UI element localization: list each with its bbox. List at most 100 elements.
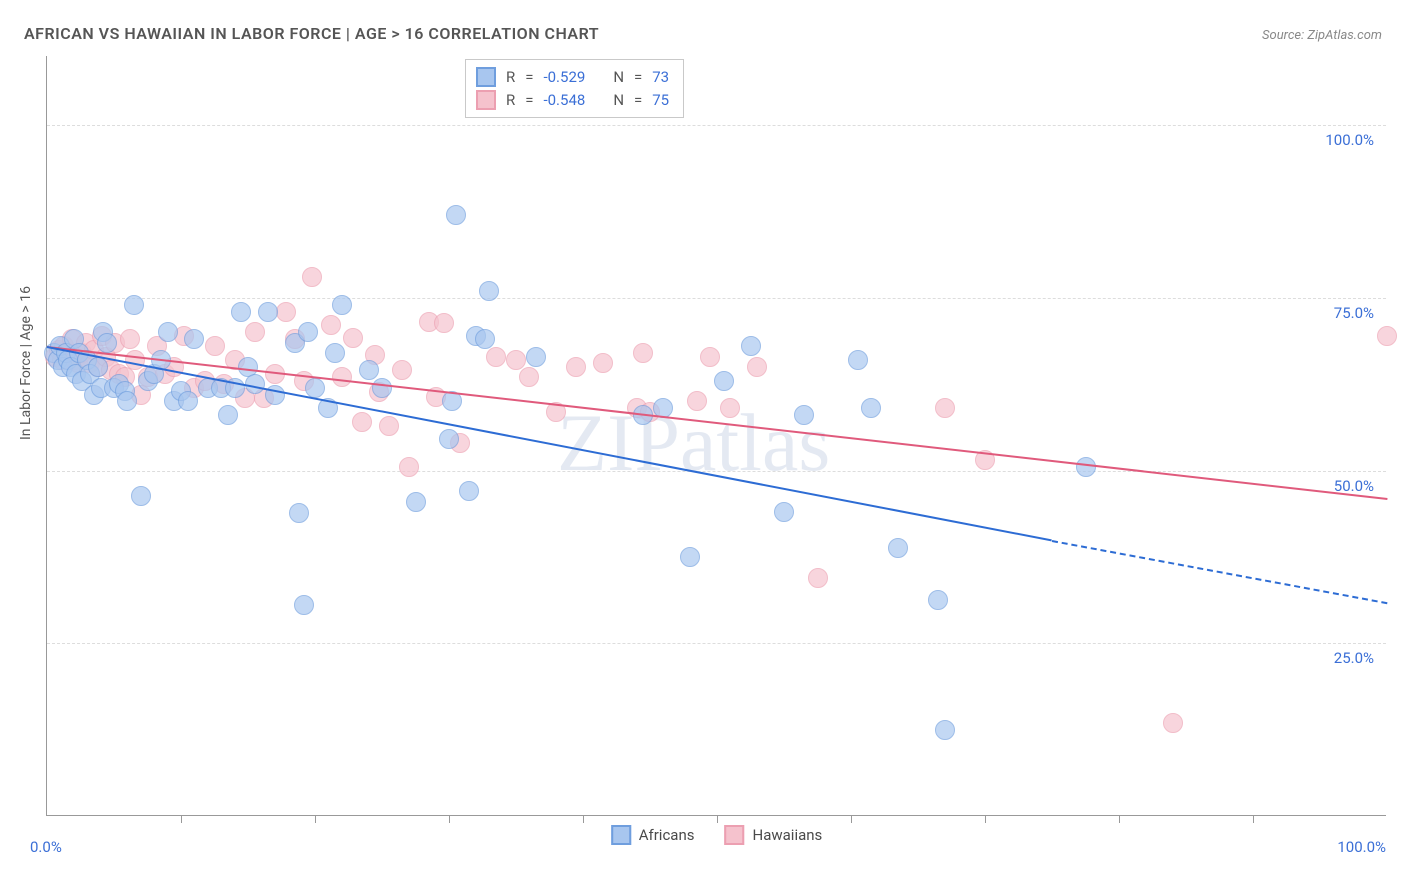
x-tick-mark (583, 815, 584, 823)
scatter-point-africans (294, 595, 314, 615)
scatter-point-hawaiians (720, 398, 740, 418)
gridline (47, 643, 1386, 644)
scatter-point-africans (131, 486, 151, 506)
x-tick-mark (1253, 815, 1254, 823)
scatter-point-africans (774, 502, 794, 522)
scatter-point-africans (475, 329, 495, 349)
stat-r-label: R (506, 66, 515, 89)
scatter-point-africans (298, 322, 318, 342)
scatter-point-hawaiians (332, 367, 352, 387)
scatter-point-hawaiians (700, 347, 720, 367)
scatter-point-hawaiians (125, 350, 145, 370)
y-axis-label: In Labor Force | Age > 16 (18, 286, 34, 440)
scatter-point-africans (888, 538, 908, 558)
scatter-point-africans (97, 333, 117, 353)
chart-plot-area: ZIPatlas R = -0.529 N = 73 R = -0.548 N … (46, 56, 1386, 816)
scatter-point-hawaiians (321, 315, 341, 335)
source-attribution: Source: ZipAtlas.com (1262, 28, 1382, 43)
scatter-point-africans (158, 322, 178, 342)
scatter-point-africans (305, 378, 325, 398)
equals-icon: = (525, 89, 533, 112)
scatter-point-africans (741, 336, 761, 356)
scatter-point-hawaiians (506, 350, 526, 370)
scatter-point-hawaiians (1377, 326, 1397, 346)
x-tick-mark (181, 815, 182, 823)
scatter-point-hawaiians (276, 302, 296, 322)
scatter-point-africans (935, 720, 955, 740)
scatter-point-hawaiians (120, 329, 140, 349)
scatter-point-hawaiians (379, 416, 399, 436)
scatter-point-africans (459, 481, 479, 501)
scatter-point-hawaiians (1163, 713, 1183, 733)
gridline (47, 471, 1386, 472)
y-tick-label: 100.0% (1325, 131, 1374, 149)
swatch-icon (725, 825, 745, 845)
y-tick-label: 75.0% (1334, 304, 1374, 322)
swatch-icon (476, 67, 496, 87)
equals-icon: = (525, 66, 533, 89)
scatter-point-africans (124, 295, 144, 315)
x-axis-min-label: 0.0% (30, 838, 62, 856)
scatter-point-africans (184, 329, 204, 349)
y-tick-label: 25.0% (1334, 649, 1374, 667)
scatter-point-africans (794, 405, 814, 425)
scatter-point-hawaiians (205, 336, 225, 356)
legend-item: Hawaiians (725, 825, 823, 845)
legend-label: Africans (639, 826, 695, 844)
scatter-point-africans (359, 360, 379, 380)
scatter-point-hawaiians (399, 457, 419, 477)
scatter-point-hawaiians (633, 343, 653, 363)
stat-r-value: -0.548 (543, 89, 585, 112)
scatter-point-hawaiians (434, 313, 454, 333)
scatter-point-hawaiians (392, 360, 412, 380)
scatter-point-africans (178, 391, 198, 411)
x-tick-mark (851, 815, 852, 823)
scatter-point-hawaiians (593, 353, 613, 373)
series-legend: Africans Hawaiians (611, 825, 823, 845)
gridline (47, 125, 1386, 126)
scatter-point-africans (526, 347, 546, 367)
legend-label: Hawaiians (753, 826, 823, 844)
scatter-point-africans (928, 590, 948, 610)
scatter-point-africans (88, 357, 108, 377)
x-tick-mark (717, 815, 718, 823)
scatter-point-africans (289, 503, 309, 523)
scatter-point-hawaiians (566, 357, 586, 377)
scatter-point-hawaiians (935, 398, 955, 418)
correlation-stats-box: R = -0.529 N = 73 R = -0.548 N = 75 (465, 59, 684, 118)
scatter-point-hawaiians (302, 267, 322, 287)
scatter-point-africans (325, 343, 345, 363)
swatch-icon (611, 825, 631, 845)
scatter-point-africans (1076, 457, 1096, 477)
x-tick-mark (985, 815, 986, 823)
stat-n-label: N (613, 66, 624, 89)
trendline-africans-extrapolated (1052, 540, 1387, 604)
legend-item: Africans (611, 825, 695, 845)
stat-r-label: R (506, 89, 515, 112)
stat-n-value: 75 (652, 89, 669, 112)
stats-row: R = -0.548 N = 75 (476, 89, 669, 112)
scatter-point-hawaiians (687, 391, 707, 411)
x-tick-mark (449, 815, 450, 823)
scatter-point-africans (680, 547, 700, 567)
equals-icon: = (634, 66, 642, 89)
scatter-point-hawaiians (343, 328, 363, 348)
stat-r-value: -0.529 (543, 66, 585, 89)
scatter-point-africans (332, 295, 352, 315)
scatter-point-africans (479, 281, 499, 301)
stat-n-label: N (613, 89, 624, 112)
scatter-point-hawaiians (519, 367, 539, 387)
scatter-point-hawaiians (747, 357, 767, 377)
scatter-point-hawaiians (808, 568, 828, 588)
scatter-point-africans (861, 398, 881, 418)
scatter-point-africans (258, 302, 278, 322)
scatter-point-africans (848, 350, 868, 370)
gridline (47, 298, 1386, 299)
chart-title: AFRICAN VS HAWAIIAN IN LABOR FORCE | AGE… (24, 24, 599, 43)
scatter-point-africans (439, 429, 459, 449)
scatter-point-africans (117, 391, 137, 411)
scatter-point-hawaiians (352, 412, 372, 432)
scatter-point-africans (714, 371, 734, 391)
x-axis-max-label: 100.0% (1337, 838, 1386, 856)
scatter-point-africans (406, 492, 426, 512)
